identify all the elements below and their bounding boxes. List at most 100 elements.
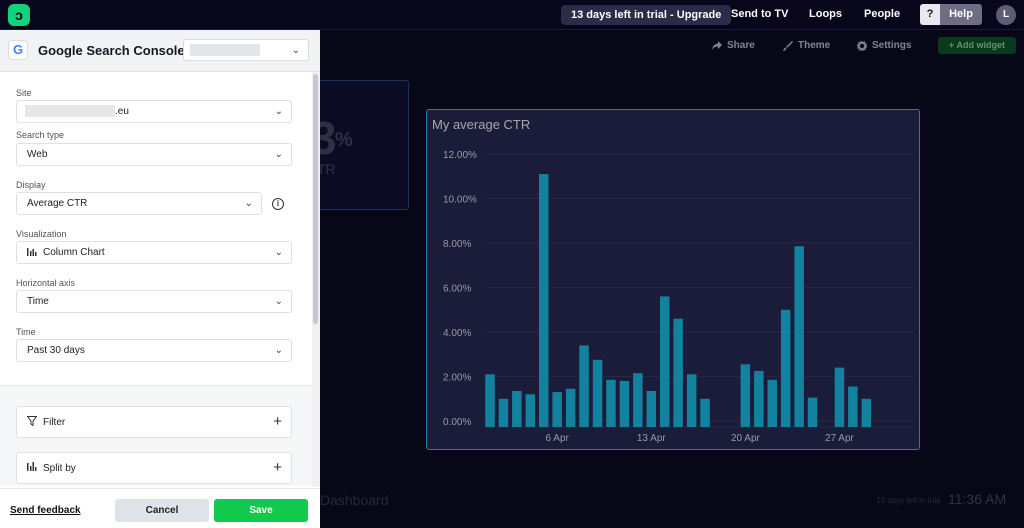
chart-bar[interactable] [485, 374, 495, 427]
chart-bar[interactable] [848, 386, 858, 428]
chart-bar[interactable] [700, 398, 710, 428]
google-logo-icon: G [8, 40, 28, 60]
chevron-down-icon: ⌄ [274, 345, 283, 356]
display-label: Display [16, 180, 46, 190]
chevron-down-icon: ⌄ [244, 198, 253, 209]
cancel-button[interactable]: Cancel [115, 499, 209, 522]
chart-bar[interactable] [660, 296, 670, 427]
trial-upgrade-button[interactable]: 13 days left in trial - Upgrade [561, 5, 732, 25]
chart-bar[interactable] [807, 397, 818, 427]
search-type-select[interactable]: Web ⌄ [16, 143, 292, 166]
settings-label: Settings [872, 40, 912, 51]
column-chart: 0.00% 2.00% 4.00% 6.00% 8.00% 10.00% 12.00% 6 A… [443, 150, 914, 444]
split-by-card[interactable]: Split by + [16, 452, 292, 484]
chart-bar[interactable] [646, 391, 657, 427]
search-type-value: Web [27, 149, 48, 160]
chart-bar[interactable] [633, 373, 643, 427]
account-redacted [190, 44, 260, 56]
horizontal-axis-label: Horizontal axis [16, 278, 76, 288]
y-tick-label: 0.00% [443, 417, 471, 428]
chart-bar[interactable] [780, 309, 791, 428]
chart-bar[interactable] [512, 391, 522, 427]
visualization-value: Column Chart [43, 247, 105, 258]
chart-bar[interactable] [565, 388, 576, 427]
y-tick-label: 4.00% [443, 328, 471, 339]
scrollbar-thumb[interactable] [313, 74, 318, 324]
x-tick-label: 20 Apr [731, 433, 761, 444]
help-button[interactable]: Help [940, 4, 982, 25]
chevron-down-icon: ⌄ [291, 45, 300, 56]
chart-bar[interactable] [767, 379, 778, 427]
chart-bar[interactable] [861, 398, 872, 428]
chart-bar[interactable] [525, 394, 536, 427]
ctr-chart-widget[interactable]: My average CTR 0.00% 2.00% 4.00% 6.00% 8.00%… [426, 109, 920, 450]
widget-editor-panel: G Google Search Console ⌄ Site .eu ⌄ Sea… [0, 30, 320, 528]
dashboard-trial-note: 13 days left in trial [876, 496, 941, 505]
chevron-down-icon: ⌄ [274, 149, 283, 160]
gear-icon [857, 40, 867, 51]
panel-scrollbar[interactable] [312, 72, 320, 487]
add-widget-button[interactable]: + Add widget [938, 37, 1016, 54]
y-tick-label: 2.00% [443, 373, 471, 384]
chevron-down-icon: ⌄ [274, 296, 283, 307]
x-tick-label: 27 Apr [825, 433, 855, 444]
plus-icon[interactable]: + [273, 459, 282, 476]
avatar[interactable]: L [996, 5, 1016, 25]
chart-bar[interactable] [619, 380, 630, 427]
site-select[interactable]: .eu ⌄ [16, 100, 292, 123]
visualization-select[interactable]: Column Chart ⌄ [16, 241, 292, 264]
send-feedback-link[interactable]: Send feedback [10, 505, 81, 516]
stat-widget[interactable]: 3 % TR [311, 80, 409, 210]
save-button[interactable]: Save [214, 499, 308, 522]
settings-button[interactable]: Settings [857, 40, 911, 51]
chart-bar[interactable] [579, 345, 589, 427]
share-icon [712, 41, 722, 50]
info-icon[interactable]: i [272, 198, 284, 210]
chevron-down-icon: ⌄ [274, 247, 283, 258]
chart-bar[interactable] [592, 359, 603, 427]
help-question-button[interactable]: ? [920, 4, 940, 25]
filter-icon [27, 416, 37, 426]
y-tick-label: 8.00% [443, 239, 471, 250]
people-link[interactable]: People [864, 8, 901, 20]
site-suffix: .eu [115, 106, 129, 117]
chart-bar[interactable] [552, 392, 562, 427]
chart-bar[interactable] [539, 174, 549, 427]
chevron-down-icon: ⌄ [274, 106, 283, 117]
send-to-tv-link[interactable]: Send to TV [731, 8, 789, 20]
dashboard-clock: 11:36 AM [948, 491, 1007, 507]
chart-bar[interactable] [834, 367, 845, 427]
time-select[interactable]: Past 30 days ⌄ [16, 339, 292, 362]
brush-icon [783, 40, 793, 51]
chart-bar[interactable] [673, 318, 683, 427]
site-redacted [25, 105, 115, 118]
filter-card[interactable]: Filter + [16, 406, 292, 438]
split-by-label: Split by [43, 463, 76, 474]
share-button[interactable]: Share [712, 40, 755, 51]
column-chart-icon [27, 462, 37, 471]
y-tick-label: 10.00% [443, 195, 477, 206]
panel-header: G Google Search Console ⌄ [0, 30, 320, 72]
site-label: Site [16, 88, 32, 98]
time-value: Past 30 days [27, 345, 85, 356]
stat-caption: TR [317, 161, 336, 177]
display-value: Average CTR [27, 198, 88, 209]
panel-footer: Send feedback Cancel Save [0, 488, 320, 528]
chart-bar[interactable] [754, 370, 764, 427]
account-select[interactable]: ⌄ [183, 39, 309, 61]
chart-bar[interactable] [794, 246, 804, 427]
display-select[interactable]: Average CTR ⌄ [16, 192, 262, 215]
chart-bar[interactable] [498, 398, 509, 428]
plus-icon[interactable]: + [273, 413, 282, 430]
chart-bar[interactable] [606, 379, 616, 427]
search-type-label: Search type [16, 130, 65, 140]
chart-bar[interactable] [740, 364, 751, 427]
theme-button[interactable]: Theme [783, 40, 830, 51]
theme-label: Theme [798, 40, 831, 51]
app-logo[interactable]: ↄ [8, 4, 30, 26]
horizontal-axis-select[interactable]: Time ⌄ [16, 290, 292, 313]
x-tick-label: 6 Apr [546, 433, 570, 444]
chart-bar[interactable] [686, 374, 697, 427]
chart-title: My average CTR [432, 117, 531, 132]
loops-link[interactable]: Loops [809, 8, 842, 20]
